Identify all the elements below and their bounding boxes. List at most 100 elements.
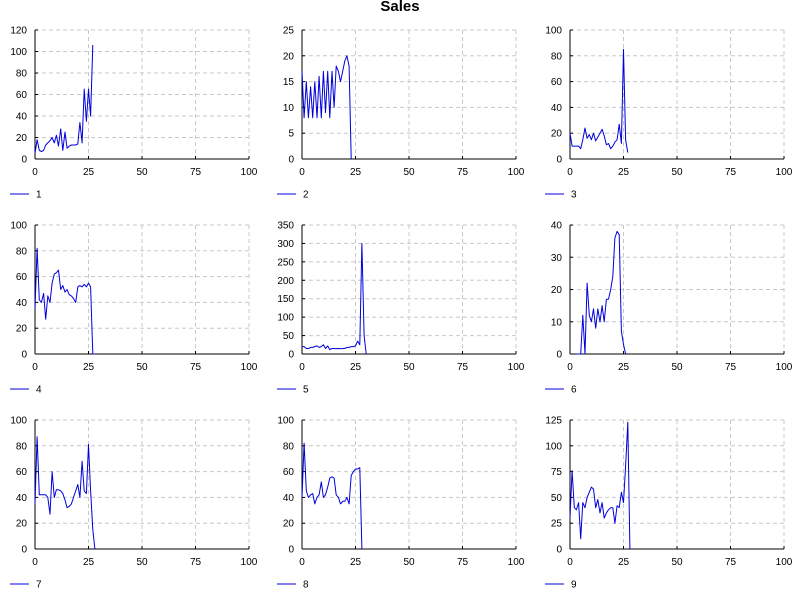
x-tick-label: 100 bbox=[776, 557, 793, 568]
y-tick-label: 20 bbox=[283, 51, 295, 62]
y-tick-label: 100 bbox=[10, 47, 27, 58]
x-tick-label: 25 bbox=[83, 557, 95, 568]
y-tick-label: 60 bbox=[551, 77, 563, 88]
x-tick-label: 0 bbox=[299, 362, 305, 373]
panel-8: 0 25 50 75 100 0 20 40 60 80 100 8 bbox=[277, 416, 525, 591]
x-tick-label: 100 bbox=[508, 167, 525, 178]
series-line-9 bbox=[569, 421, 631, 550]
x-tick-label: 25 bbox=[618, 167, 630, 178]
legend-label: 9 bbox=[571, 580, 577, 591]
x-tick-label: 50 bbox=[403, 557, 415, 568]
y-tick-label: 75 bbox=[551, 467, 563, 478]
x-tick-label: 0 bbox=[567, 167, 573, 178]
legend-label: 3 bbox=[571, 190, 577, 201]
x-tick-label: 100 bbox=[241, 362, 258, 373]
x-tick-label: 25 bbox=[350, 362, 362, 373]
x-tick-label: 25 bbox=[83, 362, 95, 373]
y-tick-label: 25 bbox=[551, 519, 563, 530]
y-tick-label: 120 bbox=[10, 26, 27, 37]
x-tick-label: 50 bbox=[136, 557, 148, 568]
y-tick-label: 300 bbox=[277, 239, 294, 250]
x-tick-label: 75 bbox=[190, 557, 202, 568]
x-tick-label: 50 bbox=[403, 167, 415, 178]
x-tick-label: 50 bbox=[671, 362, 683, 373]
x-tick-label: 75 bbox=[725, 362, 737, 373]
y-tick-label: 10 bbox=[283, 103, 295, 114]
x-tick-label: 100 bbox=[776, 167, 793, 178]
y-tick-label: 15 bbox=[283, 77, 295, 88]
y-tick-label: 50 bbox=[283, 331, 295, 342]
x-tick-label: 25 bbox=[618, 362, 630, 373]
legend-label: 7 bbox=[36, 580, 42, 591]
y-tick-label: 40 bbox=[16, 493, 28, 504]
y-tick-label: 125 bbox=[545, 416, 562, 427]
y-tick-label: 40 bbox=[16, 112, 28, 123]
y-tick-label: 0 bbox=[21, 350, 27, 361]
x-tick-label: 75 bbox=[190, 167, 202, 178]
x-tick-label: 100 bbox=[776, 362, 793, 373]
panel-5: 0 25 50 75 100 0 50 100 150 200 250 300 350 5 bbox=[277, 221, 525, 396]
x-tick-label: 0 bbox=[299, 557, 305, 568]
series-line-5 bbox=[302, 242, 367, 355]
y-tick-label: 100 bbox=[277, 313, 294, 324]
legend-label: 1 bbox=[36, 190, 42, 201]
legend-label: 5 bbox=[303, 385, 309, 396]
legend-label: 4 bbox=[36, 385, 42, 396]
x-tick-label: 50 bbox=[136, 362, 148, 373]
figure-title: Sales bbox=[380, 0, 419, 15]
x-tick-label: 75 bbox=[725, 557, 737, 568]
x-tick-label: 50 bbox=[671, 557, 683, 568]
y-tick-label: 60 bbox=[16, 467, 28, 478]
series-line-7 bbox=[34, 436, 96, 550]
y-tick-label: 5 bbox=[288, 129, 294, 140]
series-line-2 bbox=[301, 55, 352, 160]
y-tick-label: 0 bbox=[556, 545, 562, 556]
x-tick-label: 50 bbox=[671, 167, 683, 178]
x-tick-label: 100 bbox=[241, 167, 258, 178]
x-tick-label: 100 bbox=[241, 557, 258, 568]
x-tick-label: 50 bbox=[136, 167, 148, 178]
y-tick-label: 100 bbox=[545, 441, 562, 452]
y-tick-label: 40 bbox=[551, 221, 563, 232]
x-tick-label: 0 bbox=[567, 557, 573, 568]
x-tick-label: 0 bbox=[299, 167, 305, 178]
y-tick-label: 40 bbox=[16, 298, 28, 309]
y-tick-label: 20 bbox=[551, 129, 563, 140]
x-tick-label: 100 bbox=[508, 557, 525, 568]
x-tick-label: 0 bbox=[567, 362, 573, 373]
y-tick-label: 10 bbox=[551, 317, 563, 328]
y-tick-label: 0 bbox=[556, 350, 562, 361]
legend-label: 6 bbox=[571, 385, 577, 396]
y-tick-label: 20 bbox=[551, 285, 563, 296]
y-tick-label: 60 bbox=[16, 90, 28, 101]
y-tick-label: 20 bbox=[283, 519, 295, 530]
y-tick-label: 150 bbox=[277, 294, 294, 305]
y-tick-label: 50 bbox=[551, 493, 563, 504]
panel-2: 0 25 50 75 100 0 5 10 15 20 25 2 bbox=[277, 26, 525, 201]
y-tick-label: 80 bbox=[16, 246, 28, 257]
y-tick-label: 80 bbox=[283, 441, 295, 452]
panel-4: 0 25 50 75 100 0 20 40 60 80 100 4 bbox=[10, 221, 258, 396]
y-tick-label: 0 bbox=[288, 155, 294, 166]
series-line-1 bbox=[34, 44, 94, 154]
panel-1: 0 25 50 75 100 0 20 40 60 80 100 120 1 bbox=[10, 26, 258, 201]
y-tick-label: 200 bbox=[277, 276, 294, 287]
legend-label: 2 bbox=[303, 190, 309, 201]
series-line-4 bbox=[34, 247, 95, 355]
panel-6: 0 25 50 75 100 0 10 20 30 40 6 bbox=[545, 221, 793, 396]
series-line-3 bbox=[569, 48, 629, 153]
y-tick-label: 20 bbox=[16, 133, 28, 144]
panel-3: 0 25 50 75 100 0 20 40 60 80 100 3 bbox=[545, 26, 793, 201]
y-tick-label: 20 bbox=[16, 519, 28, 530]
series-line-8 bbox=[301, 442, 363, 550]
series-line-6 bbox=[576, 230, 627, 355]
y-tick-label: 100 bbox=[545, 26, 562, 37]
y-tick-label: 0 bbox=[556, 155, 562, 166]
y-tick-label: 20 bbox=[16, 324, 28, 335]
y-tick-label: 25 bbox=[283, 26, 295, 37]
y-tick-label: 100 bbox=[10, 416, 27, 427]
x-tick-label: 100 bbox=[508, 362, 525, 373]
y-tick-label: 100 bbox=[277, 416, 294, 427]
